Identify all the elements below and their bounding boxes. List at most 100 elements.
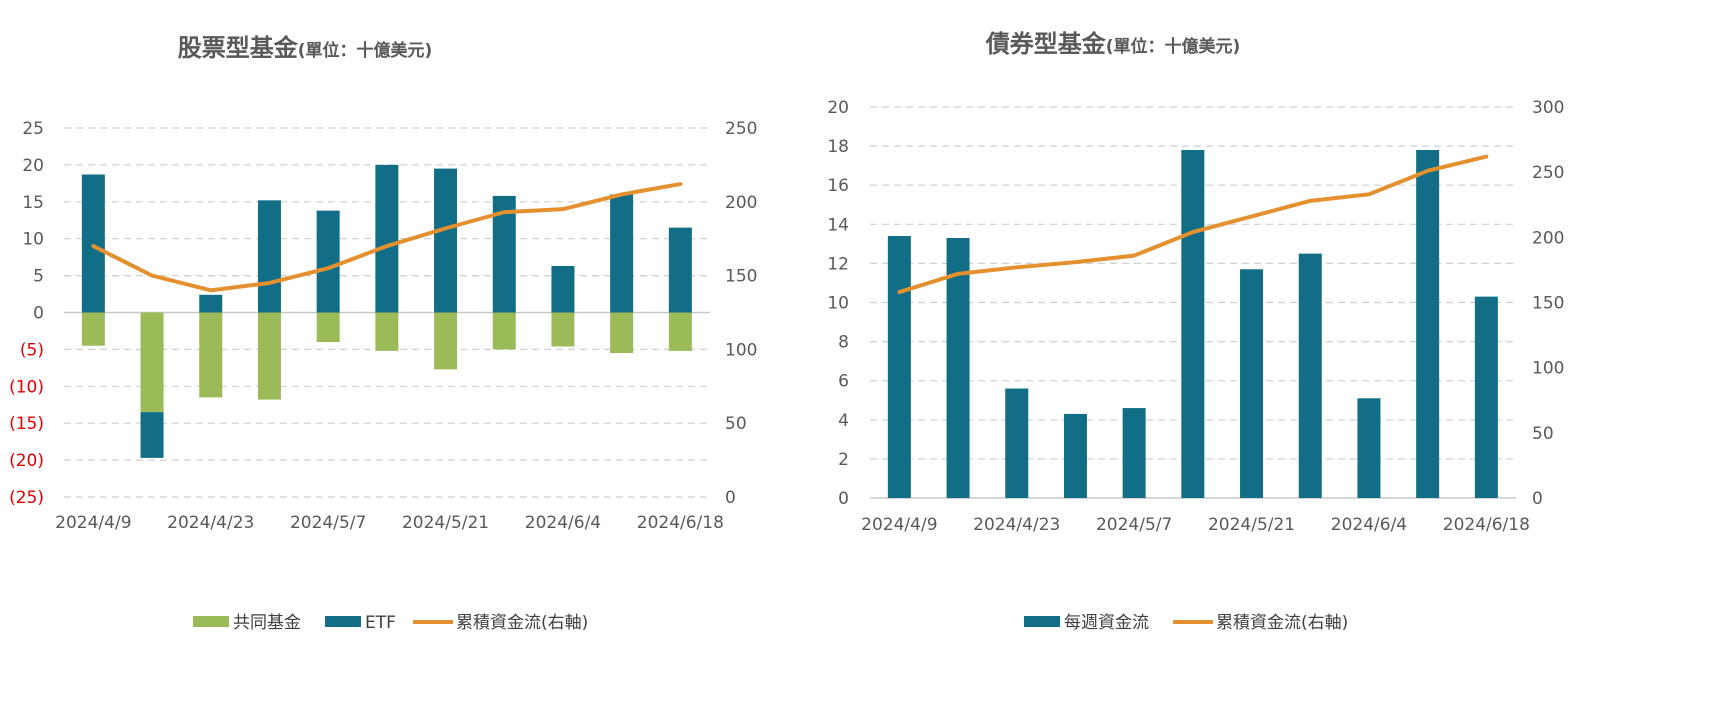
y-left-tick-label: 0 (33, 304, 44, 324)
bar-etf (199, 294, 223, 313)
bar-mutual-fund (257, 312, 281, 400)
bar-mutual-fund (81, 312, 105, 346)
bar-etf (492, 195, 516, 313)
x-tick-label: 2024/5/7 (290, 513, 366, 533)
chart-1: 股票型基金(單位：十億美元) (25) (20) (15) (10) (5) 0 5 10 15 2… (9, 34, 757, 633)
y-left-tick-label: 16 (827, 176, 849, 196)
chart-2: 債券型基金(單位：十億美元)02468101214161820050100150… (827, 30, 1564, 633)
legend-label: 累積資金流(右軸) (456, 613, 588, 633)
legend-label: 每週資金流 (1064, 613, 1149, 633)
legend: 每週資金流 累積資金流(右軸) (1024, 613, 1348, 633)
x-tick-label: 2024/4/23 (973, 515, 1060, 535)
y-left-tick-label: 15 (22, 193, 44, 213)
cumulative-point (561, 207, 565, 211)
y-left-tick-label: 0 (838, 489, 849, 509)
cumulative-point (209, 288, 213, 292)
legend-item: 共同基金 (193, 613, 301, 633)
x-tick-label: 2024/5/21 (402, 513, 489, 533)
cumulative-point (385, 244, 389, 248)
y-left-tick-label: 2 (838, 450, 849, 470)
y-right-tick-label: 50 (725, 414, 747, 434)
y-left-tick-label: 20 (827, 98, 849, 118)
y-right-tick-label: 100 (1532, 359, 1564, 379)
y-left-tick-label: (20) (9, 451, 44, 471)
cumulative-point (267, 281, 271, 285)
y-right-tick-label: 200 (1532, 228, 1564, 248)
bar-etf (257, 200, 281, 313)
bar-mutual-fund (434, 312, 458, 370)
x-tick-label: 2024/5/7 (1096, 515, 1172, 535)
cumulative-point (1250, 214, 1254, 218)
y-left-tick-label: 6 (838, 372, 849, 392)
legend-item: ETF (325, 613, 396, 633)
bar-etf (375, 164, 399, 313)
cumulative-point (444, 226, 448, 230)
chart-title: 債券型基金(單位：十億美元) (985, 30, 1241, 58)
cumulative-point (150, 274, 154, 278)
cumulative-point (502, 210, 506, 214)
bar-mutual-fund (316, 312, 340, 343)
x-tick-label: 2024/6/18 (1443, 515, 1530, 535)
bar-mutual-fund (551, 312, 575, 347)
bar-etf (316, 210, 340, 313)
bar-mutual-fund (492, 312, 516, 350)
y-left-tick-label: 14 (827, 215, 849, 235)
bar-weekly-flow (1240, 269, 1264, 498)
cumulative-point (1191, 230, 1195, 234)
x-tick-label: 2024/4/9 (861, 515, 937, 535)
chart-title: 股票型基金(單位：十億美元) (178, 34, 433, 62)
y-right-tick-label: 250 (725, 119, 757, 139)
cumulative-point (678, 182, 682, 186)
y-right-tick-label: 300 (1532, 98, 1564, 118)
bar-mutual-fund (199, 312, 223, 398)
x-tick-label: 2024/6/18 (637, 513, 724, 533)
y-right-tick-label: 0 (1532, 489, 1543, 509)
legend-label: 共同基金 (233, 613, 301, 633)
chart-title-unit: (單位：十億美元) (298, 40, 433, 61)
cumulative-point (326, 266, 330, 270)
bar-weekly-flow (1063, 413, 1087, 498)
cumulative-point (897, 290, 901, 294)
y-left-tick-label: 18 (827, 137, 849, 157)
y-left-tick-label: (10) (9, 377, 44, 397)
bar-weekly-flow (887, 236, 911, 498)
bar-weekly-flow (1122, 408, 1146, 498)
x-tick-label: 2024/4/9 (55, 513, 131, 533)
y-left-tick-label: (5) (20, 340, 44, 360)
y-left-tick-label: 5 (33, 267, 44, 287)
y-right-tick-label: 50 (1532, 424, 1554, 444)
bar-mutual-fund (140, 312, 164, 413)
y-right-tick-label: 0 (725, 488, 736, 508)
y-left-tick-label: 20 (22, 156, 44, 176)
cumulative-point (1367, 192, 1371, 196)
bar-etf (668, 227, 692, 313)
y-right-tick-label: 150 (725, 267, 757, 287)
cumulative-point (1426, 169, 1430, 173)
chart-title-main: 股票型基金 (178, 34, 299, 62)
y-right-tick-label: 150 (1532, 294, 1564, 314)
legend-swatch (325, 616, 361, 627)
cumulative-point (1484, 155, 1488, 159)
cumulative-point (620, 192, 624, 196)
x-tick-label: 2024/5/21 (1208, 515, 1295, 535)
chart-title-unit: (單位：十億美元) (1106, 36, 1241, 57)
bar-weekly-flow (1357, 398, 1381, 498)
y-right-tick-label: 100 (725, 340, 757, 360)
bar-mutual-fund (375, 312, 399, 351)
cumulative-point (1132, 254, 1136, 258)
cumulative-point (956, 272, 960, 276)
bar-weekly-flow (1005, 388, 1029, 498)
cumulative-point (1073, 260, 1077, 264)
legend: 共同基金 ETF 累積資金流(右軸) (193, 613, 588, 633)
legend-swatch (193, 616, 229, 627)
legend-label: 累積資金流(右軸) (1216, 613, 1348, 633)
y-left-tick-label: (25) (9, 488, 44, 508)
cumulative-point (91, 244, 95, 248)
legend-item: 累積資金流(右軸) (413, 613, 588, 633)
bar-etf (610, 194, 634, 313)
cumulative-point (1308, 199, 1312, 203)
y-left-tick-label: 4 (838, 411, 849, 431)
y-left-tick-label: 10 (22, 230, 44, 250)
bar-weekly-flow (1416, 150, 1440, 498)
